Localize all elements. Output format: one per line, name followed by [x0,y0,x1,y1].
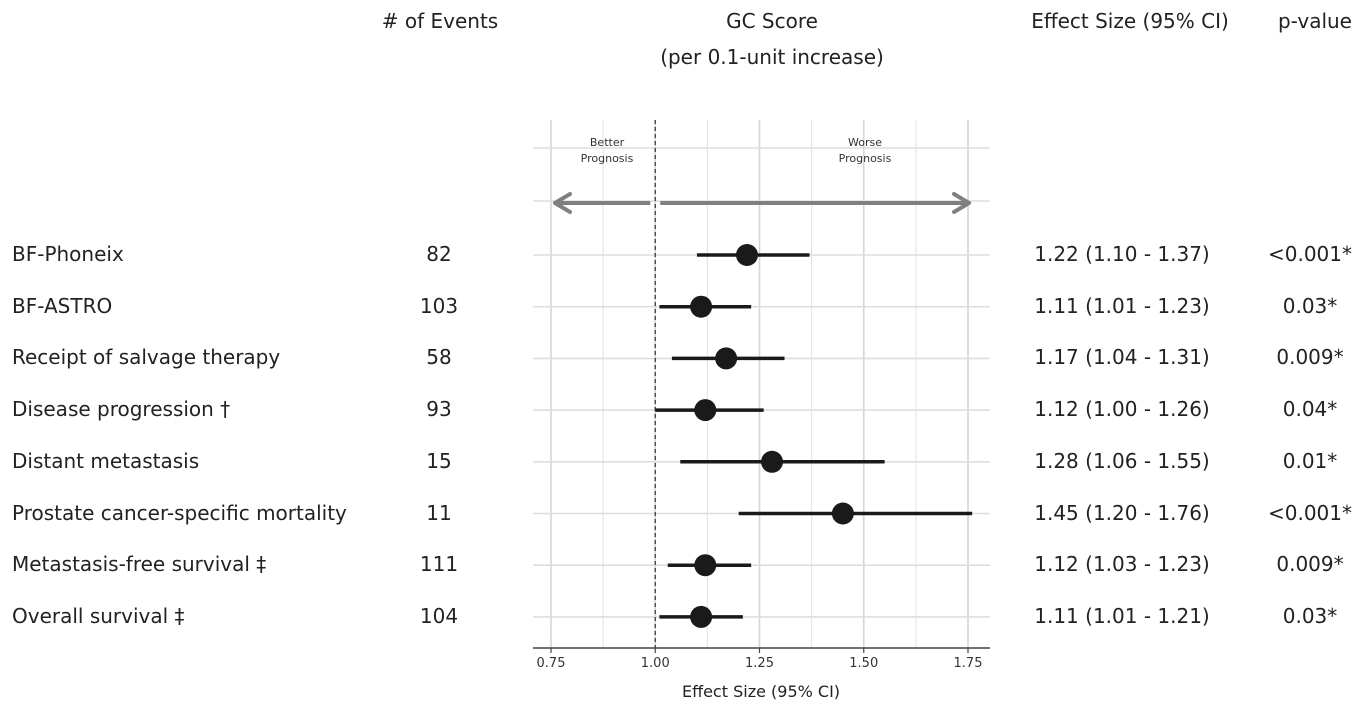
effect-size-value: 1.28 (1.06 - 1.55) [1034,448,1210,473]
row-label: BF-Phoneix [12,242,124,266]
row-label: Receipt of salvage therapy [12,345,281,370]
point-estimate [831,502,854,525]
row-label: Distant metastasis [12,448,200,473]
effect-size-value: 1.45 (1.20 - 1.76) [1034,500,1210,525]
event-count: 58 [426,345,452,370]
p-value: 0.03* [1282,603,1338,628]
point-estimate [735,244,758,266]
point-estimate [690,295,713,318]
effect-size-value: 1.22 (1.10 - 1.37) [1034,242,1210,266]
p-value: <0.001* [1267,242,1352,266]
row-label: Disease progression † [12,397,231,422]
x-tick-label: 1.75 [954,656,983,671]
p-value: 0.009* [1276,345,1344,370]
row-label: Prostate cancer-specific mortality [12,500,347,525]
event-count: 15 [426,448,452,473]
row-label: Overall survival ‡ [12,603,185,628]
prognosis-arrows: Better Prognosis Worse Prognosis [553,136,971,214]
x-axis: 0.75 1.00 1.25 1.50 1.75 [533,647,990,671]
p-value: 0.009* [1276,552,1344,577]
point-estimate [761,450,784,473]
p-value: 0.01* [1282,448,1338,473]
point-estimate [694,399,717,422]
grid-lines [533,120,990,648]
better-arrow-head [553,192,572,214]
worse-label-1: Worse [848,136,882,149]
x-tick-label: 0.75 [537,656,566,671]
x-axis-label: Effect Size (95% CI) [682,682,840,701]
better-label-1: Better [590,136,625,149]
event-count: 82 [426,242,452,266]
event-count: 104 [419,603,459,628]
p-value: 0.04* [1282,397,1338,422]
point-estimate [715,347,738,370]
events-header: # of Events [381,9,499,33]
row-label: Metastasis-free survival ‡ [12,552,267,577]
effect-size-value: 1.11 (1.01 - 1.21) [1034,603,1210,628]
effect-size-value: 1.17 (1.04 - 1.31) [1034,345,1210,370]
effect-size-value: 1.12 (1.03 - 1.23) [1034,552,1210,577]
row-label: BF-ASTRO [12,293,113,318]
x-tick-label: 1.00 [641,656,670,671]
point-estimate [694,554,717,577]
effect-size-value: 1.12 (1.00 - 1.26) [1034,397,1210,422]
event-count: 111 [419,552,459,577]
p-value: <0.001* [1267,500,1352,525]
effect-size-header: Effect Size (95% CI) [1031,9,1229,33]
event-count: 11 [426,500,452,525]
x-tick-label: 1.50 [849,656,878,671]
point-estimate [690,605,713,628]
x-tick-label: 1.25 [745,656,774,671]
gc-score-title: GC Score [726,9,818,33]
event-count: 93 [426,397,452,422]
worse-label-2: Prognosis [839,152,892,165]
p-value: 0.03* [1282,293,1338,318]
event-count: 103 [419,293,459,318]
p-value-header: p-value [1277,9,1352,33]
gc-score-subtitle: (per 0.1-unit increase) [660,45,884,69]
better-label-2: Prognosis [581,152,634,165]
effect-size-value: 1.11 (1.01 - 1.23) [1034,293,1210,318]
forest-marks [655,244,973,628]
worse-arrow-head [952,192,971,214]
